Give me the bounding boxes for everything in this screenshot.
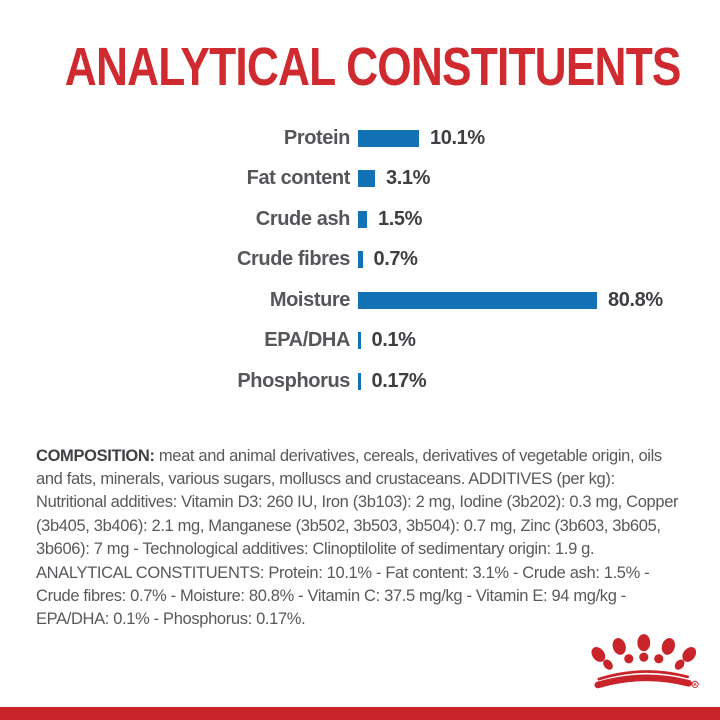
chart-row: EPA/DHA 0.1% — [0, 321, 720, 362]
svg-text:R: R — [693, 682, 697, 687]
registered-trademark-icon: R — [691, 680, 699, 688]
chart-bar-cell: 80.8% — [358, 289, 663, 312]
chart-bar-cell: 3.1% — [358, 167, 430, 190]
chart-bar — [358, 129, 419, 147]
chart-row: Fat content 3.1% — [0, 159, 720, 200]
chart-value: 10.1% — [430, 126, 485, 149]
chart-bar-cell: 10.1% — [358, 127, 485, 150]
chart-value: 3.1% — [386, 167, 430, 190]
chart-bar-cell: 1.5% — [358, 208, 422, 231]
crown-paw-ovals — [591, 634, 697, 670]
chart-row-label: Fat content — [246, 167, 351, 190]
chart-row-label: Protein — [283, 126, 351, 149]
page-title: ANALYTICAL CONSTITUENTS — [64, 37, 682, 97]
composition-label: COMPOSITION: — [36, 446, 155, 465]
composition-body: meat and animal derivatives, cereals, de… — [36, 446, 679, 629]
crown-arc — [594, 670, 693, 689]
chart-bar-cell: 0.1% — [358, 329, 416, 352]
chart-value: 0.17% — [371, 369, 427, 392]
chart-row-label: Crude ash — [255, 207, 351, 230]
royal-canin-crown-logo: R — [591, 634, 699, 689]
chart-row: Protein 10.1% — [0, 118, 720, 159]
chart-value: 1.5% — [378, 207, 422, 230]
chart-value: 0.1% — [371, 329, 416, 352]
chart-row-label: EPA/DHA — [264, 329, 350, 352]
chart-bar — [358, 251, 363, 269]
footer-band — [0, 707, 720, 720]
chart-row: Crude ash 1.5% — [0, 199, 720, 240]
chart-bar — [358, 170, 375, 188]
chart-row-label: Phosphorus — [237, 369, 350, 392]
chart-row: Crude fibres 0.7% — [0, 240, 720, 281]
chart-bar — [358, 210, 367, 228]
chart-bar-cell: 0.17% — [358, 369, 427, 393]
chart-row: Phosphorus 0.17% — [0, 361, 720, 402]
chart-bar — [358, 332, 361, 350]
chart-row-label: Crude fibres — [236, 248, 350, 271]
chart-value: 0.7% — [373, 248, 418, 271]
chart-value: 80.8% — [608, 288, 663, 311]
chart-bar — [358, 291, 597, 309]
chart-bar-cell: 0.7% — [358, 248, 418, 271]
chart-bar — [358, 372, 361, 390]
analytical-constituents-chart: Protein 10.1% Fat content 3.1% Crude ash… — [0, 118, 720, 402]
chart-row-label: Moisture — [269, 288, 351, 311]
composition-text: COMPOSITION: meat and animal derivatives… — [36, 445, 688, 632]
chart-row: Moisture 80.8% — [0, 280, 720, 321]
